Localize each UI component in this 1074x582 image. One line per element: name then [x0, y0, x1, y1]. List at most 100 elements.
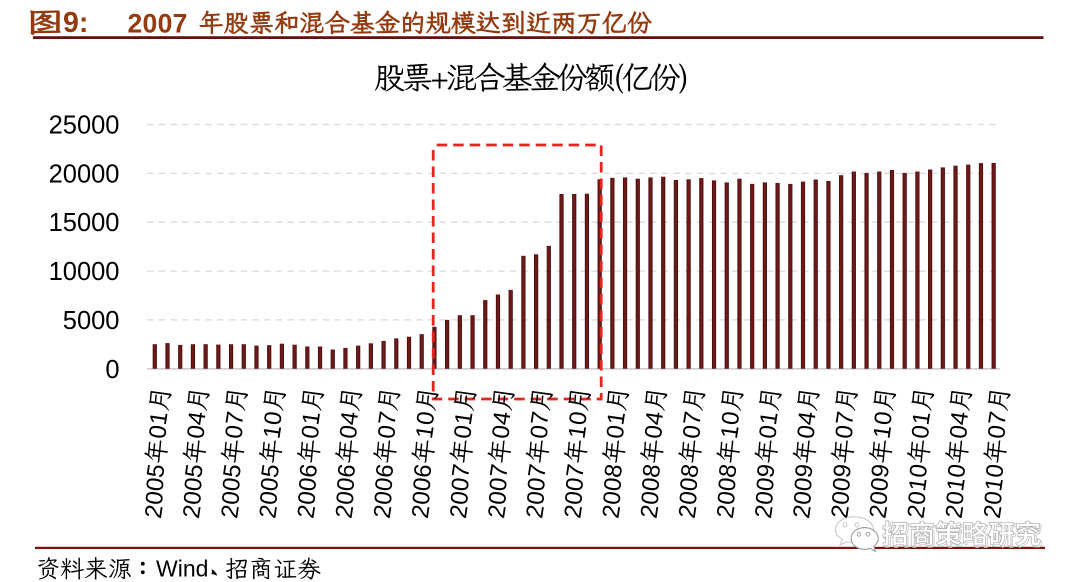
svg-text:0: 0 — [869, 410, 898, 427]
svg-text:0: 0 — [370, 476, 399, 493]
svg-text:9: 9 — [828, 462, 857, 479]
svg-text:1: 1 — [297, 410, 326, 427]
svg-text:2: 2 — [598, 503, 627, 520]
svg-text:0: 0 — [484, 489, 513, 506]
svg-text:7: 7 — [526, 410, 555, 427]
svg-text:2: 2 — [407, 503, 436, 520]
svg-text:0: 0 — [485, 476, 514, 493]
svg-text:0: 0 — [141, 476, 170, 493]
svg-text:2: 2 — [216, 503, 245, 520]
svg-text:0: 0 — [259, 410, 288, 427]
svg-text:4: 4 — [946, 410, 975, 427]
svg-text:4: 4 — [183, 410, 212, 427]
svg-text:0: 0 — [293, 489, 322, 506]
svg-text:0: 0 — [865, 489, 894, 506]
svg-text:0: 0 — [218, 476, 247, 493]
svg-text:4: 4 — [335, 410, 364, 427]
svg-text:0: 0 — [412, 410, 441, 427]
svg-text:6: 6 — [409, 462, 438, 479]
svg-text:0: 0 — [754, 423, 783, 440]
svg-text:0: 0 — [487, 423, 516, 440]
svg-text:7: 7 — [523, 462, 552, 479]
svg-text:7: 7 — [485, 462, 514, 479]
svg-text:0: 0 — [943, 462, 972, 479]
svg-text:8: 8 — [638, 462, 667, 479]
svg-text:0: 0 — [717, 410, 746, 427]
svg-text:2: 2 — [979, 503, 1008, 520]
svg-text:2: 2 — [331, 503, 360, 520]
svg-text:9:: 9: — [63, 7, 88, 39]
svg-text:2: 2 — [254, 503, 283, 520]
svg-text:4: 4 — [793, 410, 822, 427]
svg-text:1: 1 — [755, 410, 784, 427]
svg-text:20000: 20000 — [49, 160, 120, 188]
svg-text:0: 0 — [980, 489, 1009, 506]
svg-text:0: 0 — [713, 476, 742, 493]
svg-text:0: 0 — [827, 489, 856, 506]
svg-text:0: 0 — [640, 423, 669, 440]
svg-text:0: 0 — [180, 476, 209, 493]
svg-text:1: 1 — [904, 476, 933, 493]
svg-text:0: 0 — [294, 476, 323, 493]
svg-text:8: 8 — [676, 462, 705, 479]
svg-text:9: 9 — [752, 462, 781, 479]
svg-text:0: 0 — [255, 489, 284, 506]
svg-text:5000: 5000 — [63, 307, 120, 335]
svg-text:0: 0 — [983, 423, 1012, 440]
svg-text:1: 1 — [564, 423, 593, 440]
svg-text:0: 0 — [141, 489, 170, 506]
svg-text:0: 0 — [678, 423, 707, 440]
svg-text:2: 2 — [521, 503, 550, 520]
svg-text:7: 7 — [447, 462, 476, 479]
svg-text:2: 2 — [636, 503, 665, 520]
svg-text:2: 2 — [369, 503, 398, 520]
svg-text:2: 2 — [712, 503, 741, 520]
svg-text:0: 0 — [144, 423, 173, 440]
svg-text:1: 1 — [450, 410, 479, 427]
svg-text:0: 0 — [217, 489, 246, 506]
svg-text:0: 0 — [373, 423, 402, 440]
svg-text:5: 5 — [142, 462, 171, 479]
svg-text:0: 0 — [675, 476, 704, 493]
svg-text:2: 2 — [292, 503, 321, 520]
svg-text:0: 0 — [751, 489, 780, 506]
svg-text:0: 0 — [941, 489, 970, 506]
svg-text:10000: 10000 — [49, 258, 120, 286]
svg-text:9: 9 — [790, 462, 819, 479]
svg-text:7: 7 — [984, 410, 1013, 427]
svg-text:6: 6 — [333, 462, 362, 479]
svg-text:7: 7 — [221, 410, 250, 427]
svg-text:5: 5 — [256, 462, 285, 479]
svg-text:0: 0 — [182, 423, 211, 440]
svg-text:2: 2 — [483, 503, 512, 520]
svg-text:0: 0 — [522, 489, 551, 506]
svg-text:2: 2 — [140, 503, 169, 520]
svg-text:1: 1 — [602, 410, 631, 427]
svg-text:0: 0 — [332, 476, 361, 493]
svg-text:0: 0 — [369, 489, 398, 506]
svg-text:6: 6 — [295, 462, 324, 479]
svg-text:0: 0 — [523, 476, 552, 493]
svg-text:2: 2 — [864, 503, 893, 520]
svg-text:1: 1 — [980, 476, 1009, 493]
svg-text:2: 2 — [674, 503, 703, 520]
svg-text:Wind: Wind — [156, 555, 208, 581]
svg-text:0: 0 — [636, 489, 665, 506]
svg-text:7: 7 — [374, 410, 403, 427]
svg-text:0: 0 — [637, 476, 666, 493]
svg-text:0: 0 — [674, 489, 703, 506]
svg-text:2: 2 — [941, 503, 970, 520]
svg-text:0: 0 — [446, 489, 475, 506]
svg-text:0: 0 — [256, 476, 285, 493]
svg-text:0: 0 — [907, 423, 936, 440]
svg-text:0: 0 — [561, 476, 590, 493]
svg-text:1: 1 — [942, 476, 971, 493]
svg-text:0: 0 — [408, 489, 437, 506]
svg-text:0: 0 — [179, 489, 208, 506]
svg-text:0: 0 — [598, 489, 627, 506]
svg-text:5: 5 — [218, 462, 247, 479]
svg-text:2: 2 — [826, 503, 855, 520]
svg-text:6: 6 — [371, 462, 400, 479]
svg-text:0: 0 — [525, 423, 554, 440]
svg-text:0: 0 — [905, 462, 934, 479]
